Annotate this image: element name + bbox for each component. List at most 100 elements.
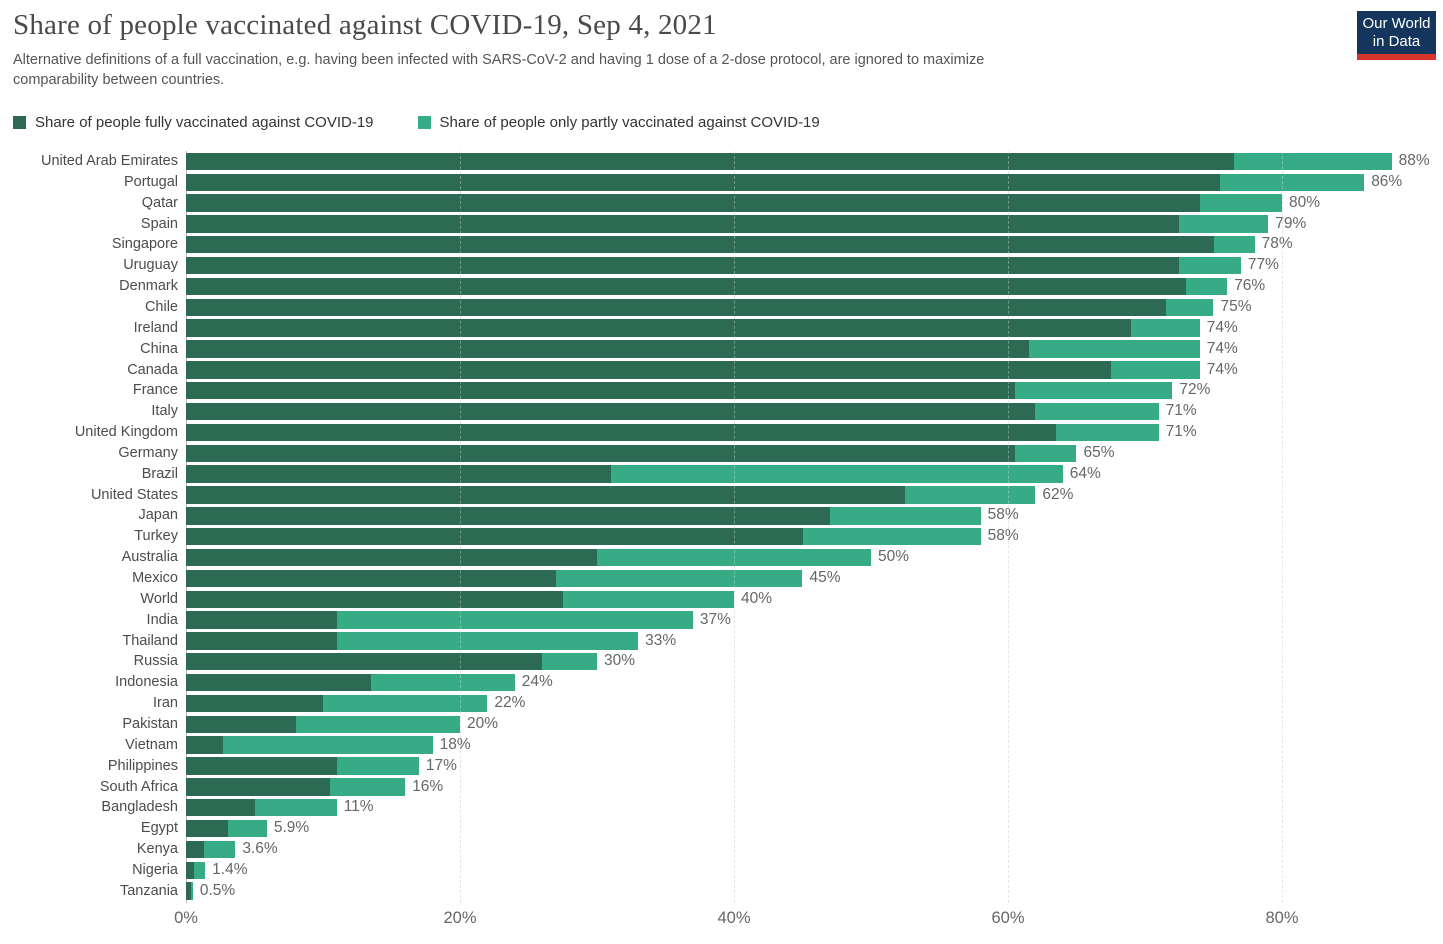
country-label[interactable]: Russia xyxy=(133,653,178,670)
country-label[interactable]: Bangladesh xyxy=(101,799,178,816)
country-label[interactable]: China xyxy=(140,340,178,357)
country-label[interactable]: Singapore xyxy=(111,236,178,253)
bar-partly-vaccinated[interactable] xyxy=(1028,340,1200,358)
bar-partly-vaccinated[interactable] xyxy=(336,632,639,650)
bar-partly-vaccinated[interactable] xyxy=(370,673,515,692)
bar-fully-vaccinated[interactable] xyxy=(186,236,1214,254)
bar-fully-vaccinated[interactable] xyxy=(186,402,1036,421)
bar-fully-vaccinated[interactable] xyxy=(186,319,1132,337)
country-label[interactable]: Brazil xyxy=(141,465,178,482)
country-label[interactable]: Egypt xyxy=(140,820,178,837)
bar-partly-vaccinated[interactable] xyxy=(329,778,406,796)
bar-fully-vaccinated[interactable] xyxy=(186,277,1187,296)
bar-fully-vaccinated[interactable] xyxy=(186,486,906,504)
bar-fully-vaccinated[interactable] xyxy=(186,215,1180,233)
bar-fully-vaccinated[interactable] xyxy=(186,757,337,775)
bar-partly-vaccinated[interactable] xyxy=(1165,298,1214,317)
bar-partly-vaccinated[interactable] xyxy=(1213,236,1255,254)
bar-fully-vaccinated[interactable] xyxy=(186,882,192,900)
country-label[interactable]: Turkey xyxy=(134,528,178,545)
bar-fully-vaccinated[interactable] xyxy=(186,694,323,713)
bar-fully-vaccinated[interactable] xyxy=(186,527,803,546)
bar-partly-vaccinated[interactable] xyxy=(1186,277,1228,296)
bar-partly-vaccinated[interactable] xyxy=(336,757,419,775)
bar-partly-vaccinated[interactable] xyxy=(829,507,981,525)
bar-partly-vaccinated[interactable] xyxy=(1179,256,1241,275)
country-label[interactable]: Uruguay xyxy=(123,257,178,274)
bar-partly-vaccinated[interactable] xyxy=(323,694,488,713)
bar-fully-vaccinated[interactable] xyxy=(186,778,330,796)
country-label[interactable]: Iran xyxy=(153,695,178,712)
country-label[interactable]: Nigeria xyxy=(132,861,178,878)
country-label[interactable]: Japan xyxy=(138,507,178,524)
country-label[interactable]: Ireland xyxy=(133,319,178,336)
bar-fully-vaccinated[interactable] xyxy=(186,173,1221,191)
country-label[interactable]: Pakistan xyxy=(122,715,178,732)
bar-partly-vaccinated[interactable] xyxy=(203,840,236,859)
bar-fully-vaccinated[interactable] xyxy=(186,382,1015,400)
bar-fully-vaccinated[interactable] xyxy=(186,465,611,483)
bar-partly-vaccinated[interactable] xyxy=(610,465,1063,483)
bar-partly-vaccinated[interactable] xyxy=(1199,194,1282,212)
bar-fully-vaccinated[interactable] xyxy=(186,152,1235,171)
country-label[interactable]: Canada xyxy=(127,361,178,378)
bar-partly-vaccinated[interactable] xyxy=(905,486,1036,504)
bar-fully-vaccinated[interactable] xyxy=(186,861,195,879)
bar-partly-vaccinated[interactable] xyxy=(194,861,206,879)
country-label[interactable]: Mexico xyxy=(132,570,178,586)
country-label[interactable]: Kenya xyxy=(136,841,178,858)
bar-fully-vaccinated[interactable] xyxy=(186,507,830,525)
bar-fully-vaccinated[interactable] xyxy=(186,653,543,671)
country-label[interactable]: South Africa xyxy=(99,778,178,795)
country-label[interactable]: Germany xyxy=(118,444,178,461)
bar-partly-vaccinated[interactable] xyxy=(228,819,267,838)
bar-partly-vaccinated[interactable] xyxy=(336,611,693,629)
bar-partly-vaccinated[interactable] xyxy=(555,569,803,588)
bar-partly-vaccinated[interactable] xyxy=(1014,444,1077,462)
bar-partly-vaccinated[interactable] xyxy=(1234,152,1392,171)
bar-partly-vaccinated[interactable] xyxy=(1179,215,1269,233)
bar-fully-vaccinated[interactable] xyxy=(186,611,337,629)
bar-partly-vaccinated[interactable] xyxy=(1035,402,1159,421)
bar-fully-vaccinated[interactable] xyxy=(186,715,296,734)
bar-fully-vaccinated[interactable] xyxy=(186,799,255,817)
bar-partly-vaccinated[interactable] xyxy=(1110,361,1200,379)
owid-logo[interactable]: Our World in Data xyxy=(1357,11,1436,60)
bar-fully-vaccinated[interactable] xyxy=(186,194,1200,212)
bar-fully-vaccinated[interactable] xyxy=(186,256,1180,275)
bar-fully-vaccinated[interactable] xyxy=(186,298,1166,317)
bar-fully-vaccinated[interactable] xyxy=(186,444,1015,462)
bar-partly-vaccinated[interactable] xyxy=(802,527,981,546)
country-label[interactable]: Denmark xyxy=(119,278,178,295)
bar-fully-vaccinated[interactable] xyxy=(186,632,337,650)
bar-fully-vaccinated[interactable] xyxy=(186,590,563,608)
country-label[interactable]: Tanzania xyxy=(119,882,178,899)
country-label[interactable]: World xyxy=(140,590,178,607)
country-label[interactable]: Philippines xyxy=(107,757,178,774)
bar-partly-vaccinated[interactable] xyxy=(295,715,460,734)
country-label[interactable]: Italy xyxy=(151,403,178,420)
bar-partly-vaccinated[interactable] xyxy=(254,799,337,817)
country-label[interactable]: India xyxy=(146,611,178,628)
bar-partly-vaccinated[interactable] xyxy=(1055,423,1159,442)
country-label[interactable]: United Kingdom xyxy=(74,424,178,441)
country-label[interactable]: United Arab Emirates xyxy=(40,153,178,169)
country-label[interactable]: France xyxy=(132,382,178,399)
country-label[interactable]: Chile xyxy=(144,298,178,315)
bar-fully-vaccinated[interactable] xyxy=(186,673,371,692)
bar-partly-vaccinated[interactable] xyxy=(1014,382,1173,400)
bar-fully-vaccinated[interactable] xyxy=(186,423,1056,442)
country-label[interactable]: United States xyxy=(90,486,178,503)
bar-fully-vaccinated[interactable] xyxy=(186,361,1111,379)
bar-partly-vaccinated[interactable] xyxy=(562,590,734,608)
bar-fully-vaccinated[interactable] xyxy=(186,736,223,754)
bar-fully-vaccinated[interactable] xyxy=(186,340,1029,358)
country-label[interactable]: Qatar xyxy=(141,194,178,211)
bar-fully-vaccinated[interactable] xyxy=(186,840,204,859)
bar-fully-vaccinated[interactable] xyxy=(186,819,229,838)
bar-fully-vaccinated[interactable] xyxy=(186,548,597,567)
bar-partly-vaccinated[interactable] xyxy=(542,653,597,671)
country-label[interactable]: Spain xyxy=(140,215,178,232)
country-label[interactable]: Vietnam xyxy=(125,736,178,753)
country-label[interactable]: Portugal xyxy=(123,173,178,190)
